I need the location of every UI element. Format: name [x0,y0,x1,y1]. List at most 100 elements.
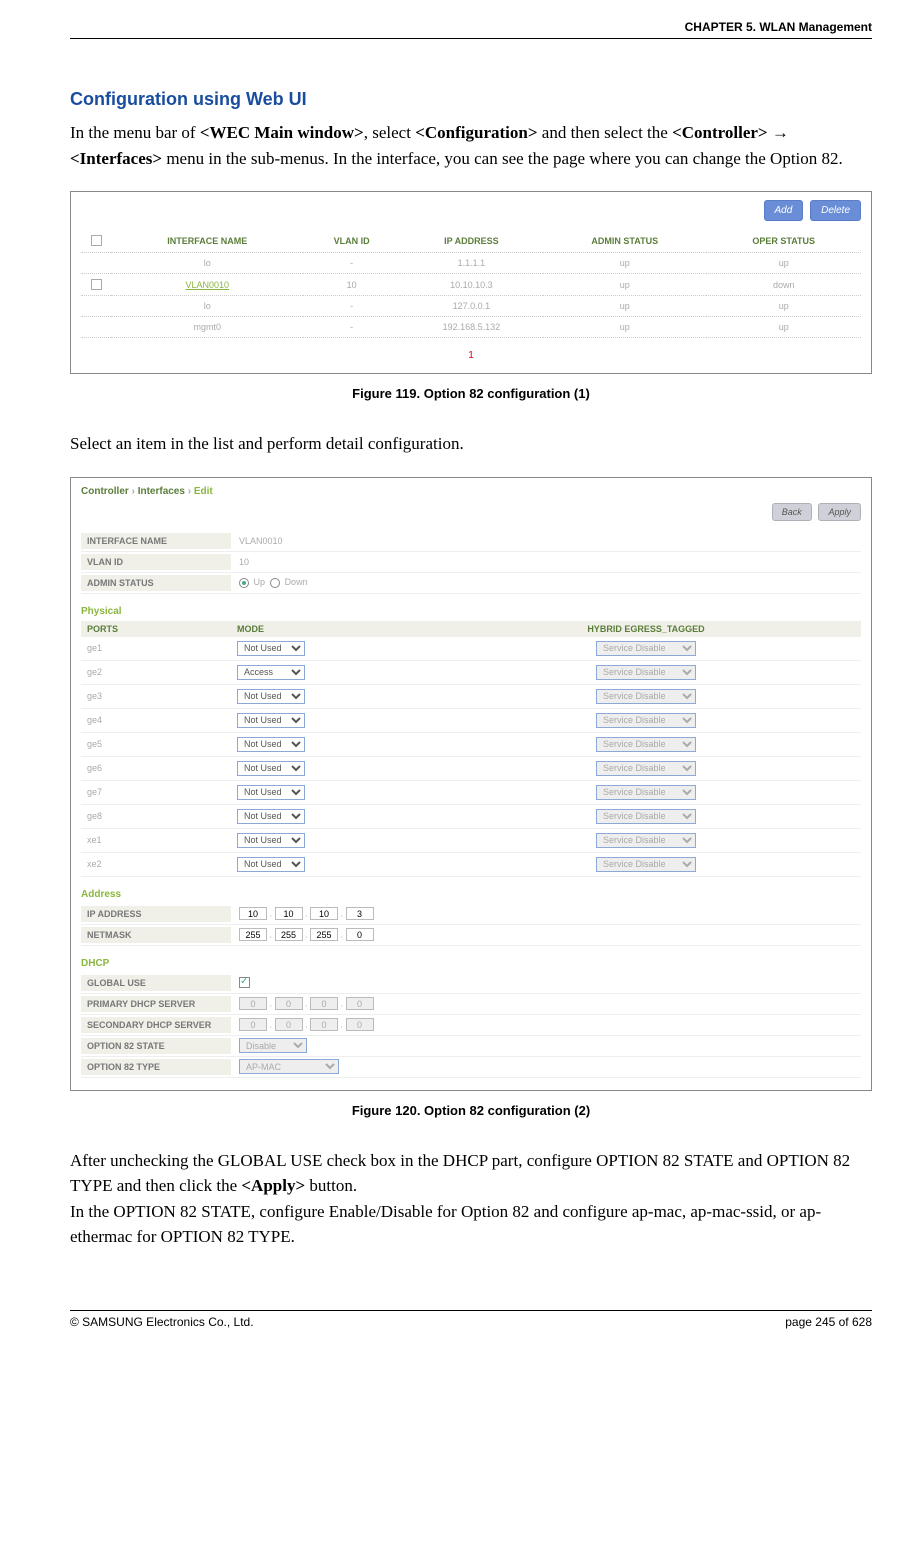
radio-up-label: Up [254,577,266,587]
label: INTERFACE NAME [81,533,231,549]
het-select[interactable]: Service Disable [596,761,696,776]
pagination[interactable]: 1 [81,350,861,361]
ip-octet-input[interactable] [310,928,338,941]
mode-select[interactable]: Not Used [237,809,305,824]
ip-octet-input[interactable] [346,928,374,941]
row-ip: IP ADDRESS . . . [81,904,861,925]
text-bold: <Controller> [672,123,768,142]
ip-octet-input[interactable] [239,907,267,920]
mode-select[interactable]: Not Used [237,641,305,656]
mode-select[interactable]: Not Used [237,785,305,800]
select-all-checkbox[interactable] [91,235,102,246]
th-checkbox [81,229,111,253]
mode-cell: Not Used [231,831,431,850]
het-select[interactable]: Service Disable [596,713,696,728]
mode-select[interactable]: Access [237,665,305,680]
radio-up[interactable] [239,578,249,588]
het-select[interactable]: Service Disable [596,857,696,872]
option82-state-select[interactable]: Disable [239,1038,307,1053]
cell-oper: down [706,274,861,296]
mode-select[interactable]: Not Used [237,713,305,728]
physical-row: ge8 Not Used Service Disable [81,805,861,829]
figure-120-caption: Figure 120. Option 82 configuration (2) [70,1103,872,1118]
back-button[interactable]: Back [772,503,812,521]
radio-down[interactable] [270,578,280,588]
divider-top [70,38,872,39]
label: OPTION 82 TYPE [81,1059,231,1075]
after-paragraph-1: After unchecking the GLOBAL USE check bo… [70,1148,872,1250]
value: Disable [231,1038,861,1053]
row-secondary-dhcp: SECONDARY DHCP SERVER . . . [81,1015,861,1036]
ip-octet-input[interactable] [275,1018,303,1031]
row-checkbox[interactable] [91,279,102,290]
port-name: ge7 [81,785,231,799]
ip-octet-input[interactable] [275,907,303,920]
row-global-use: GLOBAL USE [81,973,861,994]
het-select[interactable]: Service Disable [596,809,696,824]
cell-vlan: - [303,317,399,338]
figure-120-screenshot: Controller › Interfaces › Edit Back Appl… [70,477,872,1091]
row-admin-status: ADMIN STATUS Up Down [81,573,861,594]
crumb-sep: › [132,486,135,497]
label: IP ADDRESS [81,906,231,922]
het-cell: Service Disable [431,807,861,826]
figure-119-caption: Figure 119. Option 82 configuration (1) [70,386,872,401]
het-cell: Service Disable [431,735,861,754]
cell-name[interactable]: VLAN0010 [111,274,303,296]
crumb-interfaces[interactable]: Interfaces [138,486,185,497]
table-header-row: INTERFACE NAME VLAN ID IP ADDRESS ADMIN … [81,229,861,253]
ip-octet-input[interactable] [239,1018,267,1031]
option82-type-select[interactable]: AP-MAC [239,1059,339,1074]
het-select[interactable]: Service Disable [596,665,696,680]
ip-octet-input[interactable] [310,1018,338,1031]
text: In the OPTION 82 STATE, configure Enable… [70,1202,821,1247]
port-name: ge2 [81,665,231,679]
cell-admin: up [543,274,706,296]
cell-oper: up [706,296,861,317]
value: . . . [231,997,861,1010]
mode-select[interactable]: Not Used [237,833,305,848]
ip-octet-input[interactable] [275,928,303,941]
ip-octet-input[interactable] [239,928,267,941]
het-select[interactable]: Service Disable [596,737,696,752]
het-select[interactable]: Service Disable [596,785,696,800]
ip-octet-input[interactable] [275,997,303,1010]
ip-octet-input[interactable] [239,997,267,1010]
ip-octet-input[interactable] [346,1018,374,1031]
ip-octet-input[interactable] [310,997,338,1010]
mode-select[interactable]: Not Used [237,857,305,872]
het-select[interactable]: Service Disable [596,833,696,848]
crumb-sep: › [188,486,191,497]
mode-select[interactable]: Not Used [237,689,305,704]
th-name: INTERFACE NAME [111,229,303,253]
row-option82-type: OPTION 82 TYPE AP-MAC [81,1057,861,1078]
cell-oper: up [706,317,861,338]
physical-row: ge4 Not Used Service Disable [81,709,861,733]
add-button[interactable]: Add [764,200,804,221]
crumb-edit: Edit [194,486,213,497]
apply-button[interactable]: Apply [818,503,861,521]
ip-octet-input[interactable] [346,997,374,1010]
delete-button[interactable]: Delete [810,200,861,221]
mode-cell: Not Used [231,735,431,754]
table-row: VLAN0010 10 10.10.10.3 up down [81,274,861,296]
row-option82-state: OPTION 82 STATEDisable [81,1036,861,1057]
mode-cell: Access [231,663,431,682]
mode-select[interactable]: Not Used [237,761,305,776]
ip-octet-input[interactable] [310,907,338,920]
het-cell: Service Disable [431,855,861,874]
global-use-checkbox[interactable] [239,977,250,988]
het-select[interactable]: Service Disable [596,641,696,656]
mode-cell: Not Used [231,807,431,826]
cell-ip: 1.1.1.1 [400,253,543,274]
mode-select[interactable]: Not Used [237,737,305,752]
het-select[interactable]: Service Disable [596,689,696,704]
mode-cell: Not Used [231,783,431,802]
crumb-controller[interactable]: Controller [81,486,129,497]
het-cell: Service Disable [431,783,861,802]
dhcp-section-title: DHCP [81,958,861,969]
label: ADMIN STATUS [81,575,231,591]
ip-octet-input[interactable] [346,907,374,920]
th-ports: PORTS [81,621,231,637]
physical-row: ge2 Access Service Disable [81,661,861,685]
